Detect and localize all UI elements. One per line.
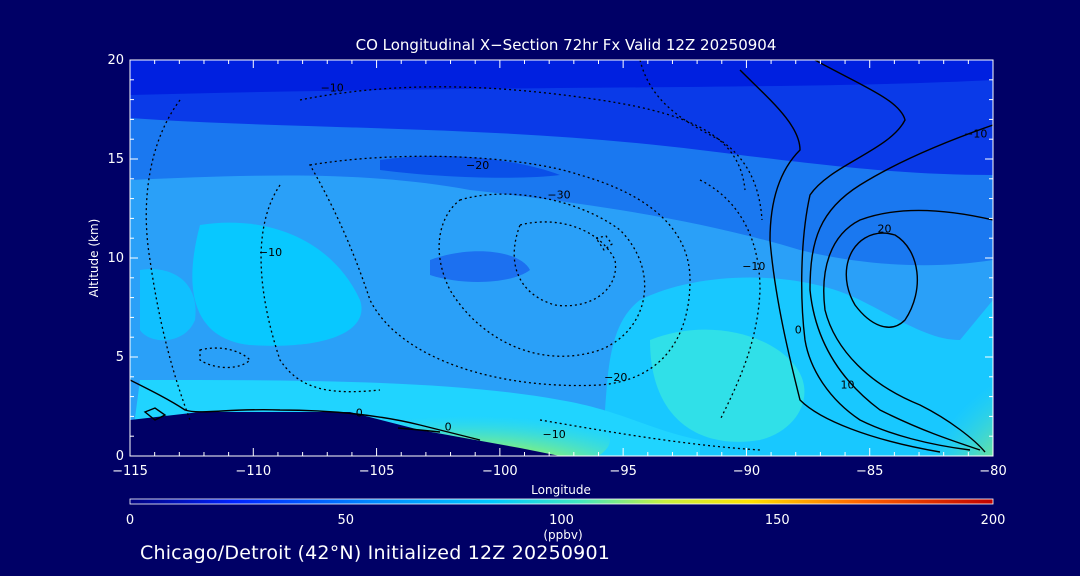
colorbar-unit-label: (ppbv) [543, 528, 582, 542]
contour-label: 0 [356, 406, 363, 419]
colorbar-ticks: 0 50 100 150 200 [126, 513, 1006, 528]
y-axis: 0 5 10 15 20 [107, 53, 993, 464]
x-tick-label: −115 [112, 464, 148, 479]
colorbar-tick-label: 0 [126, 513, 134, 528]
contour-lines [130, 60, 993, 453]
y-tick-label: 10 [107, 251, 124, 266]
y-axis-label: Altitude (km) [87, 219, 101, 298]
run-info-caption: Chicago/Detroit (42°N) Initialized 12Z 2… [140, 542, 611, 564]
x-tick-label: −85 [856, 464, 883, 479]
colorbar [129, 498, 994, 505]
filled-contour-field [130, 60, 993, 456]
x-tick-label: −100 [482, 464, 518, 479]
x-tick-label: −90 [733, 464, 760, 479]
colorbar-tick-label: 50 [337, 513, 354, 528]
contour-label: 10 [841, 379, 855, 392]
y-tick-label: 0 [116, 449, 124, 464]
contour-label: −20 [466, 159, 489, 172]
contour-labels: −10 −20 −30 −10 −10 20 −10 0 10 −20 0 0 −10 [259, 82, 987, 442]
x-tick-label: −95 [609, 464, 636, 479]
y-tick-label: 15 [107, 152, 124, 167]
contour-label: −10 [542, 428, 565, 441]
contour-label: 20 [878, 222, 892, 235]
x-tick-label: −105 [359, 464, 395, 479]
x-tick-label: −80 [979, 464, 1006, 479]
contour-label: 0 [445, 420, 452, 433]
contour-label: −10 [742, 260, 765, 273]
x-tick-label: −110 [235, 464, 271, 479]
contour-label: −20 [604, 371, 627, 384]
contour-label: 0 [795, 323, 802, 336]
x-axis-label: Longitude [531, 483, 591, 497]
dotted-contour-lines [145, 60, 763, 451]
colorbar-tick-label: 200 [981, 513, 1006, 528]
contour-label: −10 [964, 127, 987, 140]
x-axis: −115 −110 −105 −100 −95 −90 −85 −80 [112, 60, 1007, 479]
contour-label: −30 [547, 189, 570, 202]
y-tick-label: 5 [116, 350, 124, 365]
colorbar-tick-label: 100 [549, 513, 574, 528]
chart-title: CO Longitudinal X−Section 72hr Fx Valid … [356, 36, 777, 54]
contour-label: −10 [259, 246, 282, 259]
contour-label: −10 [321, 82, 344, 95]
y-tick-label: 20 [107, 53, 124, 68]
colorbar-tick-label: 150 [765, 513, 790, 528]
